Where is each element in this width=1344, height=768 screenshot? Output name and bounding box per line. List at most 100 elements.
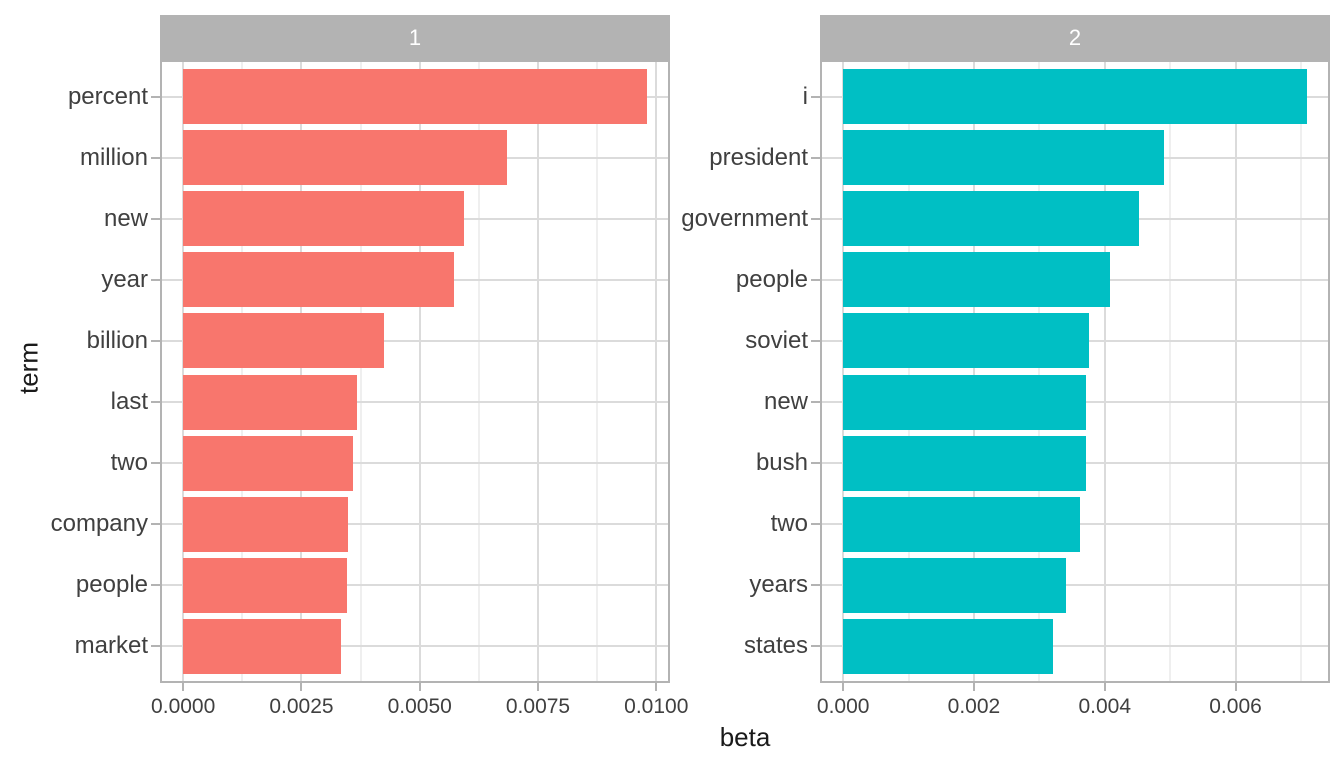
x-tick-label: 0.000 (816, 695, 870, 718)
y-tick-label: new (103, 204, 148, 232)
minor-gridline (241, 60, 244, 683)
bar-billion (183, 313, 384, 369)
bar-soviet (843, 313, 1090, 369)
x-tick-label: 0.002 (947, 695, 1001, 718)
facet-2-x-axis: 0.000 0.002 0.004 0.006 (816, 683, 1330, 743)
y-tick-mark (811, 217, 820, 220)
major-gridline (820, 645, 1330, 648)
major-gridline (300, 60, 303, 683)
x-tick-label: 0.0050 (387, 695, 452, 718)
y-tick-mark (151, 584, 160, 587)
bar-company (183, 496, 349, 552)
bar-years (843, 557, 1067, 613)
facet-2-strip-label: 2 (1068, 25, 1082, 50)
minor-gridline (1038, 60, 1041, 683)
major-gridline (160, 645, 670, 648)
bar-i (843, 69, 1307, 125)
y-tick-mark (811, 339, 820, 342)
y-tick-mark (811, 95, 820, 98)
y-tick-label: states (743, 632, 808, 660)
major-gridline (1103, 60, 1106, 683)
bar-new (843, 374, 1086, 430)
facet-1-panel (160, 60, 670, 683)
x-tick-label: 0.0000 (151, 695, 216, 718)
y-tick-label: market (74, 632, 148, 660)
y-tick-label: bush (755, 449, 808, 477)
y-tick-mark (811, 401, 820, 404)
y-tick-mark (151, 523, 160, 526)
x-tick-mark (842, 683, 845, 691)
y-tick-label: billion (86, 326, 148, 354)
major-gridline (842, 60, 845, 683)
facet-2-strip: 2 (820, 15, 1330, 60)
major-gridline (820, 584, 1330, 587)
minor-gridline (596, 60, 599, 683)
major-gridline (537, 60, 539, 683)
bar-states (843, 618, 1054, 674)
x-tick-mark (537, 683, 539, 691)
facet-2-y-tick-labels: i president government people soviet new bush t… (660, 60, 808, 683)
x-tick-label: 0.004 (1078, 695, 1132, 718)
y-tick-label: government (681, 204, 808, 232)
y-tick-mark (811, 278, 820, 281)
bar-people (843, 252, 1110, 308)
facet-1-x-axis: 0.0000 0.0025 0.0050 0.0075 0.0100 (151, 683, 688, 743)
y-tick-label: year (101, 265, 148, 293)
major-gridline (1234, 60, 1237, 683)
bar-year (183, 252, 454, 308)
x-tick-label: 0.0025 (269, 695, 334, 718)
minor-gridline (1299, 60, 1302, 683)
y-tick-mark (151, 645, 160, 648)
x-axis-title: beta (719, 722, 771, 752)
major-gridline (160, 401, 670, 404)
minor-gridline (477, 60, 480, 683)
y-tick-label: years (749, 571, 808, 599)
x-tick-mark (972, 683, 975, 691)
y-tick-mark (811, 523, 820, 526)
y-tick-label: people (75, 571, 148, 599)
bar-people (183, 557, 347, 613)
y-tick-mark (151, 339, 160, 342)
bar-new (183, 191, 465, 247)
y-tick-label: president (709, 143, 808, 171)
x-tick-label: 0.0100 (624, 695, 689, 718)
minor-gridline (907, 60, 910, 683)
x-tick-mark (1234, 683, 1237, 691)
bar-two (843, 496, 1080, 552)
y-tick-label: percent (67, 82, 148, 110)
y-tick-label: people (735, 265, 808, 293)
y-tick-label: i (802, 82, 808, 110)
major-gridline (182, 60, 185, 683)
y-tick-label: two (110, 449, 148, 477)
y-tick-mark (811, 645, 820, 648)
y-tick-mark (151, 462, 160, 465)
facet-2-panel (820, 60, 1330, 683)
major-gridline (160, 462, 670, 465)
x-tick-mark (418, 683, 421, 691)
y-tick-mark (811, 462, 820, 465)
x-tick-mark (655, 683, 658, 691)
major-gridline (160, 339, 670, 342)
major-gridline (418, 60, 421, 683)
major-gridline (160, 584, 670, 587)
major-gridline (160, 523, 670, 526)
x-tick-label: 0.006 (1209, 695, 1262, 718)
bar-government (843, 191, 1139, 247)
y-tick-mark (151, 156, 160, 159)
bar-percent (183, 69, 647, 125)
bar-last (183, 374, 358, 430)
minor-gridline (359, 60, 362, 683)
y-tick-label: soviet (745, 326, 808, 354)
bar-million (183, 130, 508, 186)
y-tick-mark (151, 401, 160, 404)
y-tick-label: company (50, 510, 148, 538)
y-tick-mark (811, 156, 820, 159)
y-tick-label: two (770, 510, 808, 538)
bar-two (183, 435, 354, 491)
facet-1-y-tick-labels: percent million new year billion last two compa… (0, 60, 148, 683)
y-tick-label: million (79, 143, 148, 171)
y-tick-mark (811, 584, 820, 587)
facet-1-strip: 1 (160, 15, 670, 60)
x-tick-mark (1103, 683, 1106, 691)
